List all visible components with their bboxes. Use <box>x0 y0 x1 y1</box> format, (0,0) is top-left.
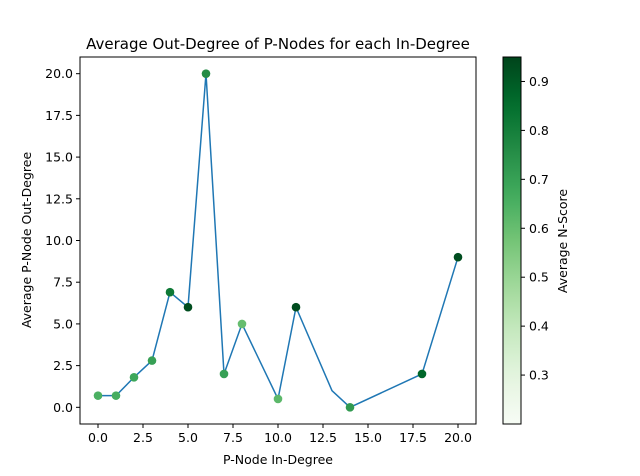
chart-title: Average Out-Degree of P-Nodes for each I… <box>86 35 470 53</box>
data-point <box>165 287 175 297</box>
data-point <box>291 302 301 312</box>
data-point <box>453 252 463 262</box>
data-point <box>237 319 247 329</box>
data-point <box>219 369 229 379</box>
data-point <box>183 302 193 312</box>
x-tick-label: 5.0 <box>178 430 198 445</box>
plot-frame <box>79 56 477 425</box>
colorbar-label: Average N-Score <box>555 189 570 293</box>
data-point <box>417 369 427 379</box>
y-tick-label: 5.0 <box>53 316 73 331</box>
colorbar-gradient <box>502 56 522 425</box>
x-tick-label: 7.5 <box>223 430 243 445</box>
y-axis: 0.0 2.5 5.0 7.5 10.0 12.5 15.0 17.5 20.0 <box>45 66 80 415</box>
colorbar-tick-label: 0.6 <box>529 221 549 236</box>
colorbar-tick-label: 0.8 <box>529 123 549 138</box>
colorbar-tick-label: 0.4 <box>529 319 549 334</box>
y-tick-label: 10.0 <box>45 233 73 248</box>
plot-area <box>93 69 463 412</box>
data-point <box>273 394 283 404</box>
y-tick-label: 7.5 <box>53 275 73 290</box>
x-axis-label: P-Node In-Degree <box>223 452 333 467</box>
data-point <box>93 391 103 400</box>
data-point <box>111 391 121 400</box>
y-tick-label: 12.5 <box>45 191 73 206</box>
x-tick-label: 10.0 <box>264 430 292 445</box>
y-tick-label: 17.5 <box>45 108 73 123</box>
colorbar-tick-label: 0.5 <box>529 270 549 285</box>
y-tick-label: 15.0 <box>45 150 73 165</box>
x-tick-label: 2.5 <box>133 430 153 445</box>
data-point <box>201 69 211 78</box>
x-axis: 0.0 2.5 5.0 7.5 10.0 12.5 15.0 17.5 20.0 <box>88 424 472 445</box>
x-tick-label: 15.0 <box>354 430 382 445</box>
y-axis-label: Average P-Node Out-Degree <box>19 152 34 329</box>
data-point <box>129 372 139 382</box>
colorbar-tick-label: 0.9 <box>529 74 549 89</box>
colorbar-tick-label: 0.7 <box>529 172 549 187</box>
colorbar: 0.3 0.4 0.5 0.6 0.7 0.8 0.9 <box>502 56 549 425</box>
x-tick-label: 0.0 <box>88 430 108 445</box>
y-tick-label: 20.0 <box>45 66 73 81</box>
x-tick-label: 17.5 <box>399 430 427 445</box>
data-point <box>147 356 157 365</box>
y-tick-label: 2.5 <box>53 358 73 373</box>
colorbar-tick-label: 0.3 <box>529 368 549 383</box>
x-tick-label: 12.5 <box>309 430 337 445</box>
y-tick-label: 0.0 <box>53 400 73 415</box>
x-tick-label: 20.0 <box>444 430 472 445</box>
data-point <box>345 403 355 412</box>
